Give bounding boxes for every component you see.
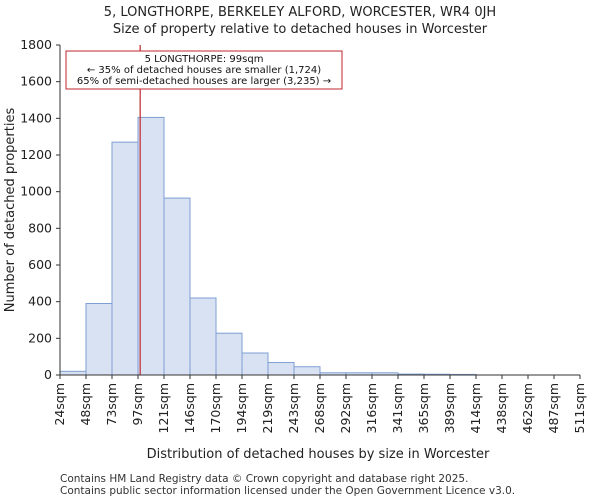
y-tick-label-1000: 1000 bbox=[20, 184, 52, 199]
bar-73sqm bbox=[111, 141, 139, 376]
x-tick-label-389sqm: 389sqm bbox=[442, 383, 457, 433]
y-tick-label-600: 600 bbox=[28, 257, 52, 272]
bar-97sqm bbox=[137, 116, 165, 376]
x-tick-label-341sqm: 341sqm bbox=[390, 383, 405, 433]
annotation-line-1: 5 LONGTHORPE: 99sqm bbox=[145, 54, 264, 65]
y-tick-label-800: 800 bbox=[28, 220, 52, 235]
x-tick-label-146sqm: 146sqm bbox=[182, 383, 197, 433]
x-tick-label-292sqm: 292sqm bbox=[338, 383, 353, 433]
footer-line-2: Contains public sector information licen… bbox=[60, 485, 515, 497]
footer-line-1: Contains HM Land Registry data © Crown c… bbox=[60, 473, 468, 485]
bar-series bbox=[59, 116, 477, 376]
x-tick-label-48sqm: 48sqm bbox=[78, 383, 93, 426]
x-tick-label-316sqm: 316sqm bbox=[364, 383, 379, 433]
x-tick-label-219sqm: 219sqm bbox=[260, 383, 275, 433]
bar-146sqm bbox=[189, 297, 217, 376]
x-tick-label-243sqm: 243sqm bbox=[286, 383, 301, 433]
x-axis-label: Distribution of detached houses by size … bbox=[147, 447, 490, 462]
annotation-line-3: 65% of semi-detached houses are larger (… bbox=[77, 76, 331, 87]
x-tick-label-121sqm: 121sqm bbox=[156, 383, 171, 433]
x-tick-label-511sqm: 511sqm bbox=[572, 383, 587, 433]
x-tick-label-73sqm: 73sqm bbox=[104, 383, 119, 426]
bar-48sqm bbox=[85, 303, 113, 376]
y-tick-label-400: 400 bbox=[28, 294, 52, 309]
x-tick-label-487sqm: 487sqm bbox=[546, 383, 561, 433]
x-tick-label-97sqm: 97sqm bbox=[130, 383, 145, 426]
x-tick-label-24sqm: 24sqm bbox=[52, 383, 67, 426]
bar-194sqm bbox=[241, 352, 269, 376]
y-axis-ticks: 0 200 400 600 800 1000 1200 1400 1600 1800 bbox=[20, 37, 60, 382]
x-tick-label-438sqm: 438sqm bbox=[494, 383, 509, 433]
y-axis-label: Number of detached properties bbox=[3, 108, 18, 313]
x-axis-ticks: 24sqm 48sqm 73sqm 97sqm 121sqm 146sqm 170sqm 19… bbox=[52, 375, 587, 433]
x-tick-label-268sqm: 268sqm bbox=[312, 383, 327, 433]
bar-121sqm bbox=[163, 197, 191, 376]
chart-title-line-1: 5, LONGTHORPE, BERKELEY ALFORD, WORCESTE… bbox=[104, 5, 496, 20]
y-tick-label-0: 0 bbox=[44, 367, 52, 382]
bar-170sqm bbox=[215, 332, 243, 376]
annotation-box: 5 LONGTHORPE: 99sqm ← 35% of detached ho… bbox=[65, 50, 343, 90]
x-tick-label-170sqm: 170sqm bbox=[208, 383, 223, 433]
y-tick-label-1800: 1800 bbox=[20, 37, 52, 52]
x-tick-label-365sqm: 365sqm bbox=[416, 383, 431, 433]
chart-title-line-2: Size of property relative to detached ho… bbox=[113, 22, 488, 37]
annotation-frame bbox=[65, 50, 343, 90]
x-tick-label-462sqm: 462sqm bbox=[520, 383, 535, 433]
x-tick-label-194sqm: 194sqm bbox=[234, 383, 249, 433]
bar-243sqm bbox=[293, 366, 321, 376]
y-tick-label-200: 200 bbox=[28, 330, 52, 345]
x-tick-label-414sqm: 414sqm bbox=[468, 383, 483, 433]
y-tick-label-1600: 1600 bbox=[20, 74, 52, 89]
y-tick-label-1200: 1200 bbox=[20, 147, 52, 162]
bar-219sqm bbox=[267, 362, 295, 376]
bar-24sqm bbox=[59, 370, 87, 376]
annotation-line-2: ← 35% of detached houses are smaller (1,… bbox=[87, 65, 321, 76]
y-tick-label-1400: 1400 bbox=[20, 110, 52, 125]
